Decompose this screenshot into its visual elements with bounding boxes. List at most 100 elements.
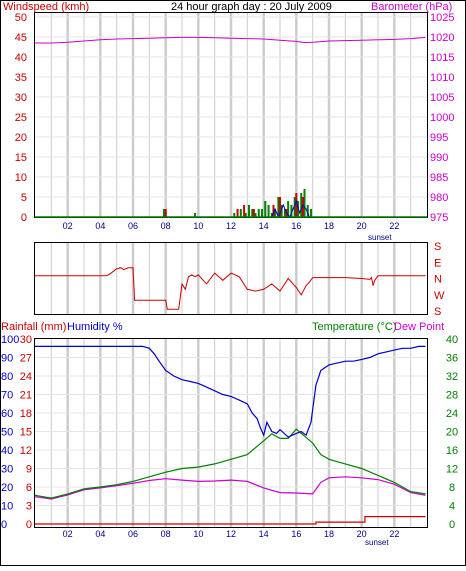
x-tick-label: 02 bbox=[63, 221, 73, 231]
rainfall-tick-label: 27 bbox=[20, 353, 32, 365]
barometer-tick-label: 990 bbox=[430, 152, 448, 164]
x-tick-label: 16 bbox=[291, 221, 301, 231]
humidity-tick-label: 80 bbox=[1, 371, 13, 383]
temperature-line bbox=[34, 428, 426, 499]
x-tick-label: 06 bbox=[128, 529, 138, 539]
x-tick-label: 02 bbox=[63, 529, 73, 539]
rainfall-tick-label: 30 bbox=[20, 334, 32, 346]
x-tick-label: 22 bbox=[389, 221, 399, 231]
x-tick-label: 20 bbox=[357, 221, 367, 231]
direction-tick-label: W bbox=[434, 290, 445, 302]
x-tick-label: 22 bbox=[389, 529, 399, 539]
temperature-tick-label: 4 bbox=[449, 501, 455, 513]
rainfall-title: Rainfall (mm) bbox=[1, 321, 66, 333]
x-tick-label: 14 bbox=[259, 221, 269, 231]
direction-tick-label: E bbox=[434, 257, 441, 269]
barometer-line bbox=[35, 36, 426, 44]
windspeed-tick-label: 50 bbox=[15, 12, 27, 24]
humidity-tick-label: 10 bbox=[1, 501, 13, 513]
wind-x-axis: 02 04 06 08 10 12 14 16 18 20 22 bbox=[63, 221, 400, 231]
rainfall-tick-label: 0 bbox=[26, 519, 32, 531]
wind-direction-line bbox=[35, 267, 426, 310]
bottom-panel-series bbox=[34, 345, 426, 525]
humidity-tick-label: 50 bbox=[1, 427, 13, 439]
barometer-tick-label: 995 bbox=[430, 132, 448, 144]
x-tick-label: 20 bbox=[357, 529, 367, 539]
temperature-tick-label: 20 bbox=[446, 427, 458, 439]
rainfall-y-axis: 0 3 6 9 12 15 18 21 24 27 30 bbox=[20, 334, 32, 531]
barometer-tick-label: 1025 bbox=[430, 12, 454, 24]
x-tick-label: 18 bbox=[324, 221, 334, 231]
humidity-line bbox=[35, 345, 426, 438]
windspeed-tick-label: 10 bbox=[15, 172, 27, 184]
humidity-tick-label: 60 bbox=[1, 408, 13, 420]
x-tick-label: 12 bbox=[226, 221, 236, 231]
rainfall-tick-label: 12 bbox=[20, 445, 32, 457]
humidity-tick-label: 20 bbox=[1, 482, 13, 494]
sunset-label-top: sunset bbox=[368, 233, 392, 242]
rainfall-tick-label: 24 bbox=[20, 371, 32, 383]
barometer-tick-label: 985 bbox=[430, 172, 448, 184]
humidity-title: Humidity % bbox=[67, 321, 123, 333]
direction-tick-label: S bbox=[434, 306, 441, 318]
windspeed-tick-label: 15 bbox=[15, 152, 27, 164]
barometer-y-axis: 975 980 985 990 995 1000 1005 1010 1015 1020 1025 bbox=[430, 12, 454, 224]
barometer-title: Barometer (hPa) bbox=[371, 1, 452, 13]
bottom-x-axis: 02 04 06 08 10 12 14 16 18 20 22 bbox=[63, 529, 400, 539]
dew-point-line bbox=[34, 476, 426, 500]
wind-panel-grid bbox=[35, 13, 427, 217]
humidity-y-axis: 0 10 20 30 40 50 60 70 80 90 100 bbox=[1, 334, 19, 531]
wind-y-axis: 0 5 10 15 20 25 30 35 40 45 50 bbox=[15, 12, 27, 224]
humidity-tick-label: 100 bbox=[1, 334, 19, 346]
direction-tick-label: N bbox=[434, 274, 442, 286]
sunset-label-bottom: sunset bbox=[365, 538, 389, 547]
windspeed-tick-label: 20 bbox=[15, 132, 27, 144]
rainfall-tick-label: 3 bbox=[26, 501, 32, 513]
temperature-tick-label: 28 bbox=[446, 390, 458, 402]
temperature-y-axis: 0 4 8 12 16 20 24 28 32 36 40 bbox=[446, 334, 458, 531]
temperature-tick-label: 32 bbox=[446, 371, 458, 383]
temperature-tick-label: 40 bbox=[446, 334, 458, 346]
temperature-tick-label: 12 bbox=[446, 464, 458, 476]
windspeed-tick-label: 40 bbox=[15, 52, 27, 64]
windspeed-tick-label: 25 bbox=[15, 112, 27, 124]
temperature-tick-label: 36 bbox=[446, 353, 458, 365]
barometer-tick-label: 980 bbox=[430, 192, 448, 204]
temperature-tick-label: 8 bbox=[449, 482, 455, 494]
rainfall-line bbox=[35, 515, 426, 525]
x-tick-label: 08 bbox=[161, 221, 171, 231]
rainfall-tick-label: 18 bbox=[20, 408, 32, 420]
humidity-tick-label: 0 bbox=[1, 519, 7, 531]
windspeed-title: Windspeed (kmh) bbox=[3, 1, 89, 13]
windspeed-tick-label: 0 bbox=[21, 212, 27, 224]
temperature-tick-label: 0 bbox=[449, 519, 455, 531]
direction-grid bbox=[50, 243, 412, 314]
humidity-tick-label: 40 bbox=[1, 445, 13, 457]
x-tick-label: 16 bbox=[291, 529, 301, 539]
direction-tick-label: S bbox=[434, 241, 441, 253]
wind-panel-series bbox=[35, 36, 427, 219]
barometer-tick-label: 1020 bbox=[430, 32, 454, 44]
x-tick-label: 14 bbox=[259, 529, 269, 539]
windspeed-tick-label: 30 bbox=[15, 92, 27, 104]
x-tick-label: 12 bbox=[226, 529, 236, 539]
temperature-tick-label: 24 bbox=[446, 408, 458, 420]
dewpoint-title: Dew Point bbox=[394, 321, 444, 333]
x-tick-label: 10 bbox=[193, 221, 203, 231]
temperature-tick-label: 16 bbox=[446, 445, 458, 457]
barometer-tick-label: 1005 bbox=[430, 92, 454, 104]
x-tick-label: 08 bbox=[161, 529, 171, 539]
humidity-tick-label: 90 bbox=[1, 353, 13, 365]
rainfall-tick-label: 15 bbox=[20, 427, 32, 439]
barometer-tick-label: 1000 bbox=[430, 112, 454, 124]
x-tick-label: 10 bbox=[193, 529, 203, 539]
chart-title: 24 hour graph day : 20 July 2009 bbox=[171, 1, 332, 13]
windspeed-tick-label: 35 bbox=[15, 72, 27, 84]
humidity-tick-label: 70 bbox=[1, 390, 13, 402]
x-tick-label: 04 bbox=[95, 221, 105, 231]
windspeed-tick-label: 45 bbox=[15, 32, 27, 44]
